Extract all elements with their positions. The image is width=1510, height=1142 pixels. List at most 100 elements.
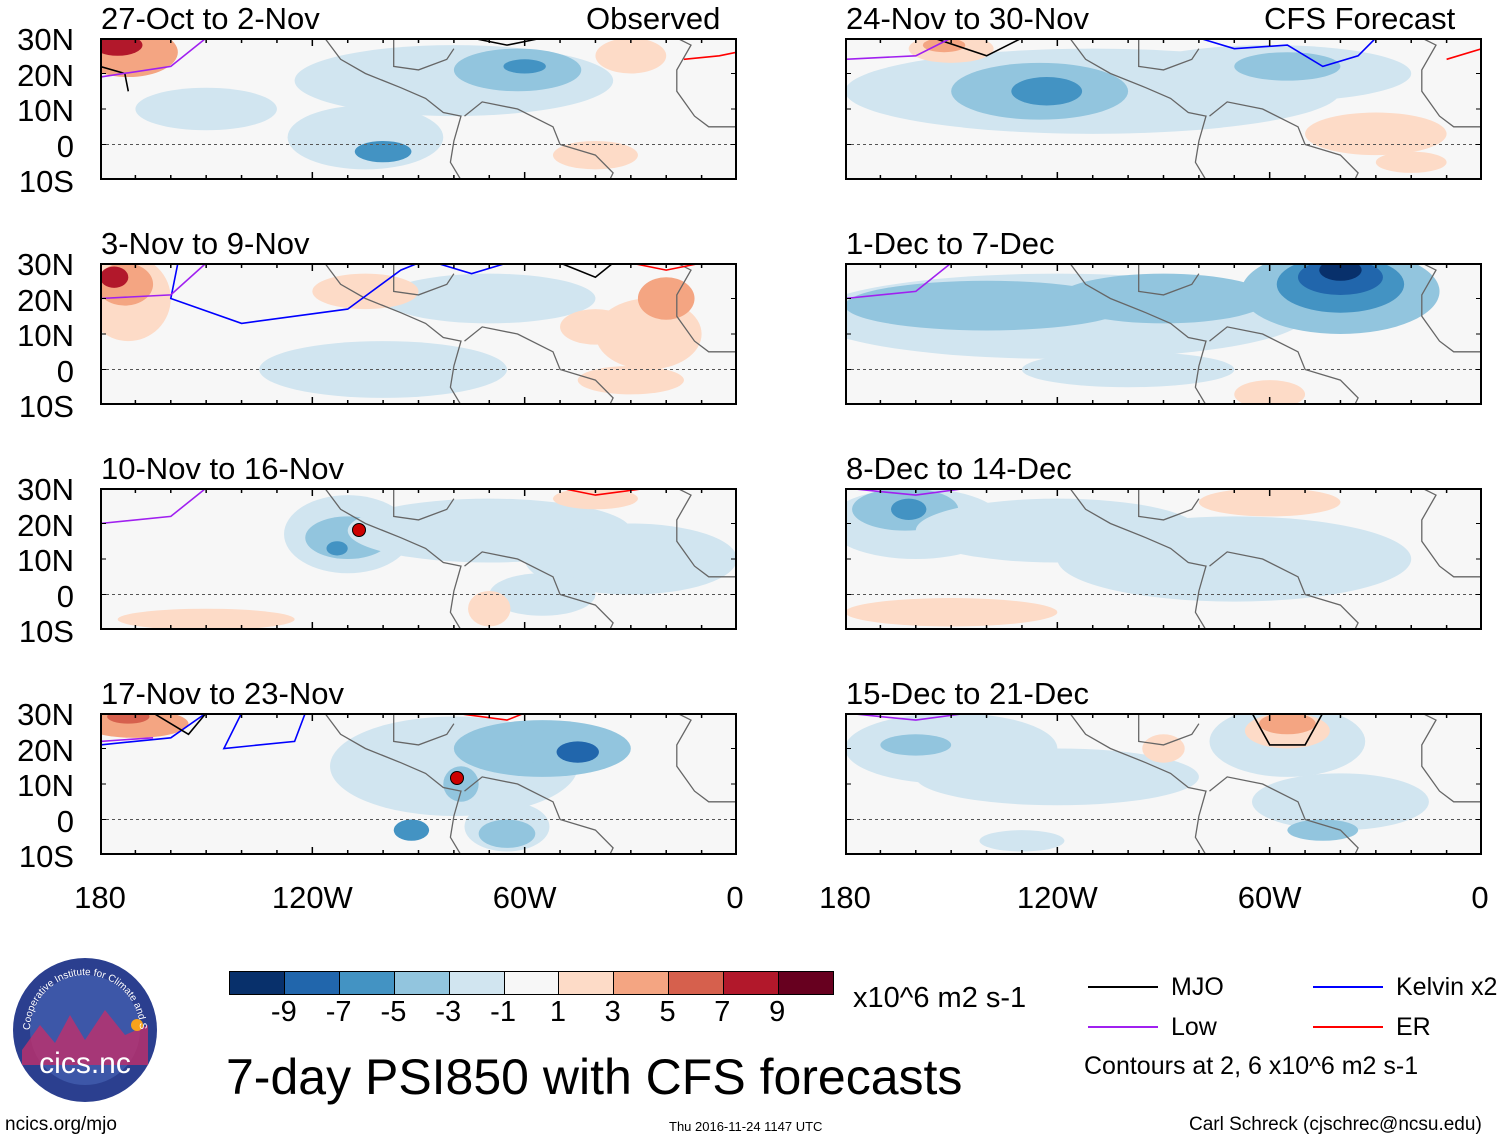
anomaly-region: [468, 590, 511, 627]
lat-label: 10S: [18, 614, 74, 649]
lat-label: 20N: [17, 732, 74, 768]
lat-label: 30N: [17, 472, 74, 507]
lat-label: 0: [56, 128, 74, 164]
colorbar-tick-label: 7: [714, 996, 731, 1028]
anomaly-region: [637, 277, 695, 320]
wave-contour: [471, 38, 543, 46]
panel-title: 8-Dec to 14-Dec: [846, 451, 1072, 486]
coastline: [676, 488, 737, 578]
coastline: [1209, 776, 1359, 855]
anomaly-region: [1011, 77, 1083, 106]
lon-label: 180: [74, 880, 126, 915]
panel-title: 3-Nov to 9-Nov: [101, 226, 310, 261]
anomaly-region: [845, 598, 1058, 627]
anomaly-region: [880, 734, 952, 756]
anomaly-region: [1234, 380, 1306, 405]
coastline: [464, 551, 614, 630]
coastline: [1421, 263, 1482, 353]
wave-contour: [1446, 47, 1482, 61]
wave-contour: [933, 38, 1023, 57]
lat-label: 30N: [17, 697, 74, 732]
cfs-forecast-label: CFS Forecast: [1264, 1, 1456, 36]
lat-label: 10N: [17, 318, 74, 353]
legend-line-swatch: [1088, 986, 1158, 988]
anomaly-region: [1057, 273, 1270, 324]
map-panel: [845, 488, 1482, 630]
colorbar-swatch: [614, 972, 670, 994]
colorbar-tick-label: 9: [769, 996, 786, 1028]
anomaly-region: [595, 38, 667, 74]
map-panel: [845, 263, 1482, 405]
wave-contour: [100, 713, 207, 746]
coastline: [393, 713, 455, 746]
tropical-cyclone-icon: [450, 771, 464, 785]
coastline: [1421, 38, 1482, 128]
panel-title: 17-Nov to 23-Nov: [101, 676, 344, 711]
anomaly-region: [556, 741, 599, 763]
anomaly-region: [100, 266, 129, 288]
coastline: [1209, 101, 1359, 180]
footer-timestamp: Thu 2016-11-24 1147 UTC: [669, 1119, 823, 1134]
coastline: [464, 776, 614, 855]
wave-contour: [1198, 38, 1377, 68]
anomaly-region: [1251, 773, 1429, 831]
panel-title: 27-Oct to 2-Nov: [101, 1, 320, 36]
legend-label: Low: [1171, 1013, 1217, 1041]
anomaly-region: [552, 488, 638, 510]
anomaly-region: [326, 541, 348, 556]
coastline: [676, 263, 737, 353]
coastline: [1138, 38, 1200, 71]
panel-title: 1-Dec to 7-Dec: [846, 226, 1055, 261]
wave-contour: [1251, 713, 1324, 746]
colorbar-swatch: [284, 972, 340, 994]
coastline: [1421, 488, 1482, 578]
lat-label: 10S: [18, 839, 74, 874]
anomaly-region: [117, 608, 295, 630]
legend-line-swatch: [1313, 986, 1383, 988]
legend-line-swatch: [1313, 1026, 1383, 1028]
colorbar-swatch: [394, 972, 450, 994]
lat-label: 20N: [17, 57, 74, 93]
anomaly-region: [524, 523, 737, 595]
wave-contour: [435, 263, 508, 275]
coastline: [1138, 713, 1200, 746]
coastline: [393, 488, 455, 521]
legend-line-swatch: [1088, 1026, 1158, 1028]
colorbar-tick-label: 1: [549, 996, 566, 1028]
lat-label: 10S: [18, 164, 74, 199]
lat-label: 10N: [17, 768, 74, 803]
wave-contour: [559, 263, 614, 279]
coastline: [1068, 263, 1207, 405]
coastline: [1209, 551, 1359, 630]
anomaly-region: [100, 38, 143, 56]
panel-title: 10-Nov to 16-Nov: [101, 451, 344, 486]
coastline: [323, 38, 462, 180]
anomaly-region: [312, 273, 419, 310]
tropical-cyclone-icon: [352, 523, 366, 537]
coastline: [1068, 713, 1207, 855]
lon-label: 120W: [271, 880, 353, 915]
wave-contour: [453, 713, 525, 721]
coastline: [676, 713, 737, 803]
anomaly-region: [107, 713, 150, 724]
lat-label: 20N: [17, 282, 74, 318]
colorbar-swatch: [504, 972, 560, 994]
lon-label: 60W: [492, 880, 557, 915]
anomaly-region: [489, 573, 596, 616]
colorbar-swatch: [724, 972, 780, 994]
coastline: [464, 101, 614, 180]
coastline: [393, 263, 455, 296]
colorbar-tick-label: -9: [270, 996, 297, 1028]
colorbar-swatch: [669, 972, 725, 994]
footer-url[interactable]: ncics.org/mjo: [5, 1114, 117, 1135]
anomaly-region: [1305, 112, 1447, 156]
wave-contour: [683, 51, 737, 61]
wave-contour: [100, 263, 207, 300]
anomaly-region: [577, 365, 684, 395]
anomaly-region: [135, 87, 277, 131]
lat-label: 10N: [17, 93, 74, 128]
anomaly-region: [1198, 488, 1341, 517]
legend-label: MJO: [1171, 973, 1224, 1001]
colorbar-swatch: [230, 972, 285, 994]
lon-label: 60W: [1237, 880, 1302, 915]
